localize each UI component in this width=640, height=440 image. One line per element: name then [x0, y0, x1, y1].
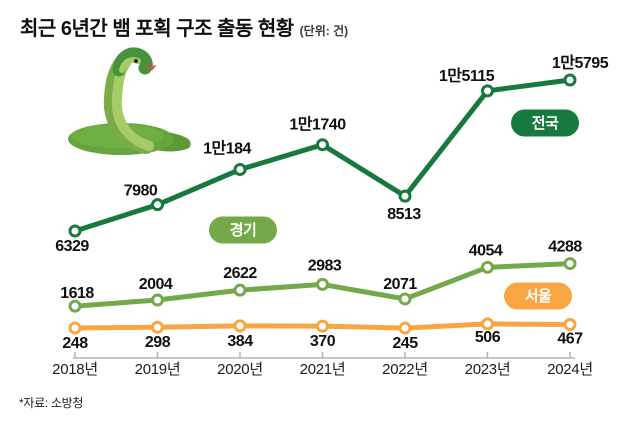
x-tick-label: 2023년 — [465, 361, 511, 378]
x-tick-label: 2024년 — [547, 361, 593, 378]
gyeonggi-point — [316, 277, 329, 291]
nationwide-point — [398, 189, 412, 203]
seoul-value-label: 506 — [475, 329, 501, 346]
seoul-point — [316, 319, 329, 333]
seoul-value-label: 298 — [145, 334, 171, 351]
gyeonggi-point — [151, 293, 164, 307]
seoul-badge — [504, 282, 572, 310]
seoul-value-label: 248 — [62, 335, 88, 352]
nationwide-badge — [511, 109, 579, 137]
gyeonggi-value-label: 2983 — [308, 257, 342, 274]
nationwide-value-label: 1만5795 — [552, 54, 609, 72]
nationwide-point — [563, 73, 577, 87]
nationwide-value-label: 8513 — [387, 206, 421, 223]
gyeonggi-badge-label: 경기 — [230, 221, 257, 239]
nationwide-point — [316, 138, 329, 152]
snake-tongue — [145, 65, 156, 71]
gyeonggi-value-label: 2004 — [139, 276, 173, 293]
gyeonggi-point — [563, 257, 577, 271]
gyeonggi-value-label: 4288 — [548, 239, 582, 256]
seoul-point — [68, 321, 82, 335]
gyeonggi-badge — [209, 216, 277, 244]
seoul-point — [233, 319, 247, 333]
plot-area: 2018년 2019년 2020년 2021년 2022년 2023년 2024년 6329 7… — [52, 54, 609, 378]
chart-title: 최근 6년간 뱀 포획 구조 출동 현황 — [20, 18, 294, 40]
snake-illustration — [68, 47, 191, 155]
gyeonggi-point — [68, 299, 82, 313]
seoul-point — [481, 317, 494, 331]
seoul-point — [398, 321, 412, 335]
nationwide-line — [72, 77, 573, 234]
unit-note: (단위: 건) — [299, 24, 349, 38]
seoul-badge-label: 서울 — [525, 288, 552, 305]
x-tick-label: 2019년 — [135, 361, 181, 378]
x-tick-label: 2021년 — [300, 361, 346, 378]
gyeonggi-value-label: 4054 — [469, 242, 503, 259]
seoul-point — [563, 318, 577, 332]
seoul-value-label: 384 — [227, 333, 253, 350]
nationwide-value-label: 6329 — [55, 238, 89, 255]
nationwide-value-label: 7980 — [124, 183, 158, 200]
x-tick-label: 2018년 — [52, 361, 98, 378]
x-tick-label: 2020년 — [217, 361, 263, 378]
nationwide-point — [481, 84, 494, 98]
gyeonggi-point — [233, 283, 247, 297]
nationwide-point — [151, 198, 164, 212]
seoul-value-label: 370 — [310, 333, 336, 350]
nationwide-value-label: 1만184 — [203, 140, 251, 158]
page-title: 최근 6년간 뱀 포획 구조 출동 현황 (단위: 건) — [20, 12, 348, 41]
nationwide-value-label: 1만5115 — [439, 67, 495, 85]
source-note: *자료: 소방청 — [19, 396, 84, 410]
gyeonggi-value-label: 1618 — [60, 285, 94, 302]
seoul-value-label: 467 — [557, 331, 583, 348]
gyeonggi-value-label: 2622 — [223, 265, 257, 282]
x-tick-label: 2022년 — [382, 361, 428, 378]
seoul-value-label: 245 — [392, 335, 418, 352]
nationwide-value-label: 1만1740 — [289, 116, 346, 134]
nationwide-point — [233, 163, 247, 177]
nationwide-point — [68, 224, 82, 238]
snake-eye — [134, 59, 138, 63]
nationwide-badge-label: 전국 — [532, 115, 559, 132]
gyeonggi-value-label: 2071 — [383, 276, 417, 293]
gyeonggi-point — [481, 260, 494, 274]
seoul-point — [151, 320, 164, 334]
gyeonggi-point — [398, 292, 412, 306]
